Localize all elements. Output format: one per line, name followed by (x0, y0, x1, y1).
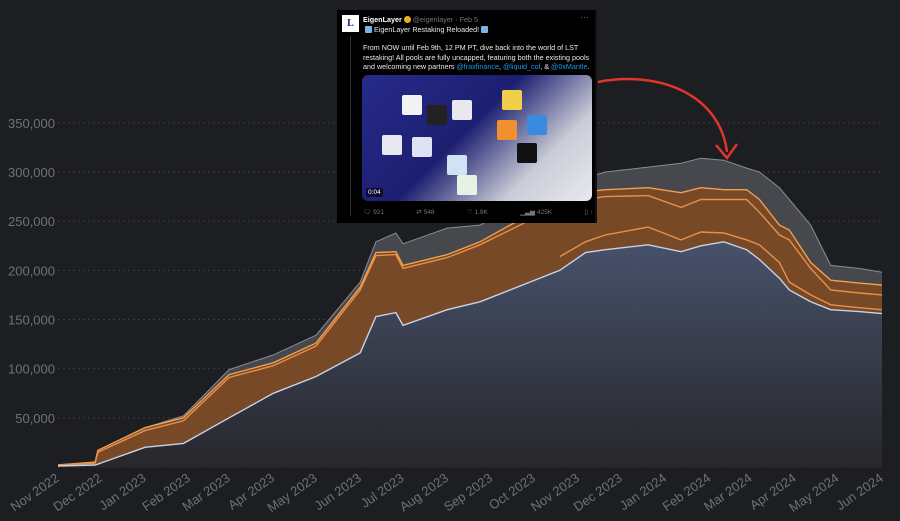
annotation-arrow (597, 77, 729, 153)
verified-badge-icon (403, 16, 411, 23)
separator: . (587, 62, 590, 71)
reply-count: 921 (373, 209, 385, 216)
y-tick-label: 50,000 (15, 411, 55, 426)
token-cube (452, 100, 472, 120)
x-tick-label: Sep 2023 (441, 470, 495, 514)
y-tick-label: 200,000 (8, 263, 55, 278)
y-tick-label: 350,000 (8, 116, 55, 131)
token-cube (457, 175, 477, 195)
x-tick-label: Jun 2024 (833, 470, 885, 513)
x-tick-label: Jan 2024 (617, 470, 669, 513)
annotation-arrowhead (715, 143, 739, 161)
y-tick-label: 250,000 (8, 214, 55, 229)
token-cube (412, 137, 432, 157)
avatar: L (342, 15, 359, 32)
bookmark-share[interactable]: ▯ ↑ (584, 209, 593, 216)
y-tick-label: 150,000 (8, 313, 55, 328)
series-line-3 (559, 226, 883, 311)
like-count: 1.9K (474, 209, 488, 216)
video-time: 0:04 (366, 187, 383, 197)
token-cube (382, 135, 402, 155)
tweet-body: From NOW until Feb 9th, 12 PM PT, dive b… (363, 43, 591, 72)
x-tick-label: Jan 2023 (96, 470, 148, 513)
tweet-title: EigenLayer Restaking Reloaded! (363, 25, 490, 35)
x-tick-label: Dec 2023 (571, 470, 625, 514)
token-cube (527, 115, 547, 135)
token-cube (447, 155, 467, 175)
series-areas (58, 158, 882, 467)
emoji-icon (481, 26, 489, 33)
thread-line (350, 36, 351, 216)
tweet-video: 0:04 (362, 75, 592, 201)
tweet-title-text: EigenLayer Restaking Reloaded! (374, 25, 480, 34)
repost-count: 548 (423, 209, 435, 216)
x-tick-label: Jun 2023 (312, 470, 364, 513)
mention: @0xMantle (551, 62, 588, 71)
token-cube (502, 90, 522, 110)
tweet-author-name: EigenLayer (363, 15, 402, 24)
mention: @liquid_col (502, 62, 541, 71)
separator: , (498, 62, 503, 71)
token-cube (402, 95, 422, 115)
tweet-header: EigenLayer @eigenlayer · Feb 5 (363, 15, 478, 25)
token-cube (497, 120, 517, 140)
reply-button[interactable]: 🗨 921 (363, 209, 385, 216)
mention: @fraxfinance (456, 62, 499, 71)
y-axis: 50,000 100,000 150,000 200,000 250,000 300,00… (8, 116, 55, 426)
emoji-icon (365, 26, 372, 33)
x-tick-label: Dec 2022 (50, 470, 104, 514)
x-tick-label: Aug 2023 (397, 470, 451, 514)
embedded-tweet: L EigenLayer @eigenlayer · Feb 5 ··· Eige… (337, 10, 597, 223)
separator: , & (540, 62, 552, 71)
token-cube (517, 143, 537, 163)
tweet-body-text: From NOW until Feb 9th, 12 PM PT, dive b… (363, 43, 590, 71)
series-line-4 (57, 241, 883, 467)
repost-button[interactable]: ⇄ 548 (416, 209, 435, 216)
tweet-stats: 🗨 921 ⇄ 548 ♡ 1.9K ▁▃▅ 425K ▯ ↑ (363, 208, 593, 218)
like-button[interactable]: ♡ 1.9K (466, 209, 488, 216)
y-tick-label: 300,000 (8, 165, 55, 180)
token-cube (427, 105, 447, 125)
views-button[interactable]: ▁▃▅ 425K (520, 209, 553, 216)
tweet-handle-time: @eigenlayer · Feb 5 (412, 15, 478, 24)
view-count: 425K (537, 209, 553, 216)
series-area-4 (58, 241, 882, 467)
y-tick-label: 100,000 (8, 362, 55, 377)
more-icon: ··· (580, 12, 589, 22)
